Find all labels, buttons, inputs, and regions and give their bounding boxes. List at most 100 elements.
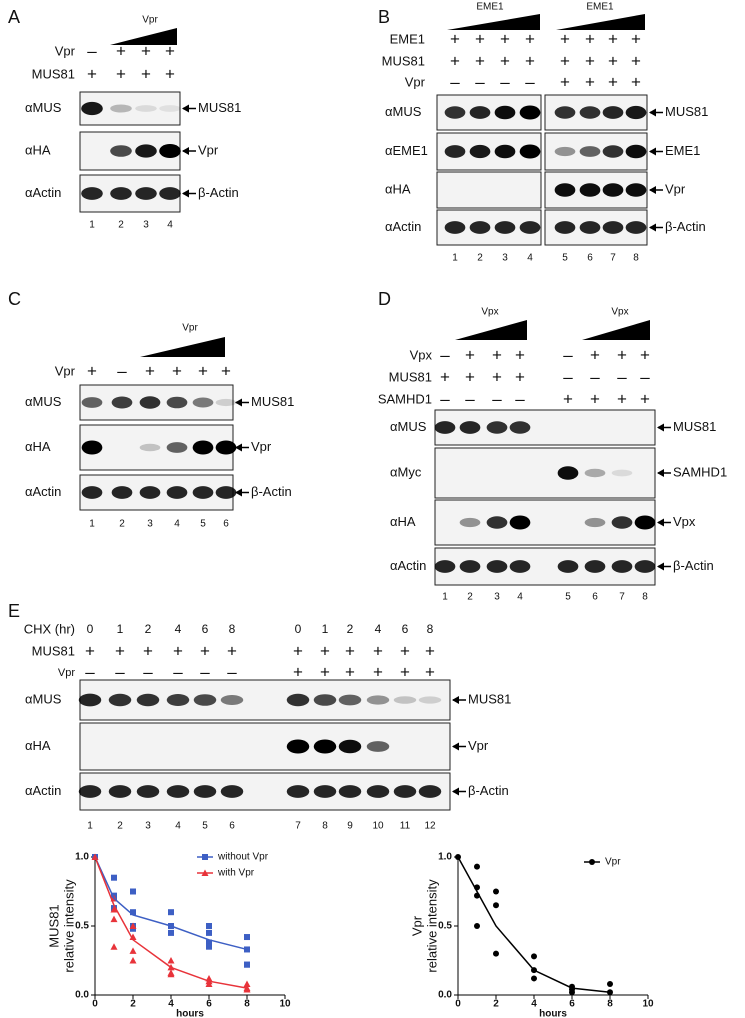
antibody-label: αHA	[25, 439, 51, 454]
band	[81, 397, 103, 408]
antibody-label: αHA	[385, 181, 411, 196]
x-tick-label: 8	[244, 999, 250, 1010]
row-label: Vpr	[405, 74, 426, 89]
band	[469, 144, 491, 159]
target-label: Vpr	[468, 738, 489, 753]
sign: +	[608, 51, 618, 70]
band	[215, 440, 237, 455]
y-tick-label: 1.0	[75, 852, 89, 863]
target-label: β-Actin	[468, 783, 509, 798]
sign: +	[400, 641, 410, 660]
marker	[205, 980, 213, 987]
sign: +	[563, 389, 573, 408]
band	[469, 221, 491, 234]
marker	[244, 934, 250, 941]
legend-label: Vpr	[605, 857, 621, 868]
target-label: Vpr	[665, 181, 686, 196]
arrow-head	[235, 443, 242, 452]
sign: +	[475, 51, 485, 70]
sign: +	[143, 641, 153, 660]
band	[111, 396, 133, 409]
band	[215, 398, 237, 407]
sign: +	[585, 72, 595, 91]
antibody-label: αActin	[25, 185, 61, 200]
sign: –	[500, 72, 510, 91]
band	[625, 183, 647, 197]
band	[81, 440, 103, 455]
band	[444, 145, 466, 158]
band	[110, 104, 132, 113]
target-label: MUS81	[665, 104, 708, 119]
lane-number: 1	[89, 519, 95, 530]
antibody-label: αMUS	[25, 100, 62, 115]
band	[602, 106, 624, 119]
ramp-label: EME1	[476, 2, 504, 13]
lane-number: 5	[202, 821, 208, 832]
legend-label: without Vpr	[217, 852, 269, 863]
lane-number: 2	[117, 821, 123, 832]
arrow-head	[657, 423, 664, 432]
sign: +	[515, 367, 525, 386]
row-label: Vpr	[58, 667, 75, 679]
marker	[244, 961, 250, 968]
band	[579, 183, 601, 197]
sign: +	[631, 29, 641, 48]
sign: +	[345, 641, 355, 660]
band	[625, 105, 647, 120]
sign: +	[165, 41, 175, 60]
sign: +	[85, 641, 95, 660]
sign: +	[227, 641, 237, 660]
y-tick-label: 0.5	[438, 921, 452, 932]
target-label: SAMHD1	[673, 464, 727, 479]
marker	[91, 853, 99, 860]
target-label: β-Actin	[198, 185, 239, 200]
y-tick-label: 0.0	[438, 990, 452, 1001]
band	[338, 739, 362, 754]
marker	[243, 980, 251, 987]
arrow-head	[235, 488, 242, 497]
row-label: SAMHD1	[378, 391, 432, 406]
sign: +	[400, 662, 410, 681]
lane-number: 11	[400, 821, 411, 832]
antibody-label: αMUS	[385, 104, 422, 119]
ramp-triangle	[582, 320, 650, 340]
marker	[168, 929, 174, 936]
arrow-head	[657, 562, 664, 571]
ramp-label: EME1	[586, 2, 614, 13]
sign: +	[585, 51, 595, 70]
band	[111, 486, 133, 499]
sign: +	[492, 367, 502, 386]
band	[418, 785, 442, 798]
sign: +	[373, 662, 383, 681]
sign: +	[200, 641, 210, 660]
band	[136, 693, 160, 707]
sign: –	[87, 41, 97, 60]
marker	[243, 985, 251, 993]
band	[625, 144, 647, 159]
lane-number: 8	[633, 253, 639, 264]
marker	[474, 863, 480, 870]
antibody-label: αHA	[25, 142, 51, 157]
band	[166, 486, 188, 499]
band	[193, 785, 217, 798]
arrow-head	[649, 186, 656, 194]
lane-number: 2	[477, 253, 483, 264]
lane-number: 2	[119, 519, 125, 530]
sign: +	[320, 662, 330, 681]
sign: +	[492, 345, 502, 364]
band	[338, 785, 362, 798]
band	[554, 221, 576, 234]
sign: +	[590, 345, 600, 364]
x-tick-label: 6	[206, 999, 212, 1010]
sign: +	[165, 64, 175, 83]
band	[192, 486, 214, 499]
sign: +	[450, 51, 460, 70]
lane-number: 3	[494, 592, 500, 603]
lane-number: 5	[200, 519, 206, 530]
arrow-head	[182, 189, 189, 198]
target-label: MUS81	[673, 419, 716, 434]
band	[220, 695, 244, 705]
marker	[168, 909, 174, 916]
x-tick-label: 4	[168, 999, 174, 1010]
lane-number: 1	[452, 253, 458, 264]
